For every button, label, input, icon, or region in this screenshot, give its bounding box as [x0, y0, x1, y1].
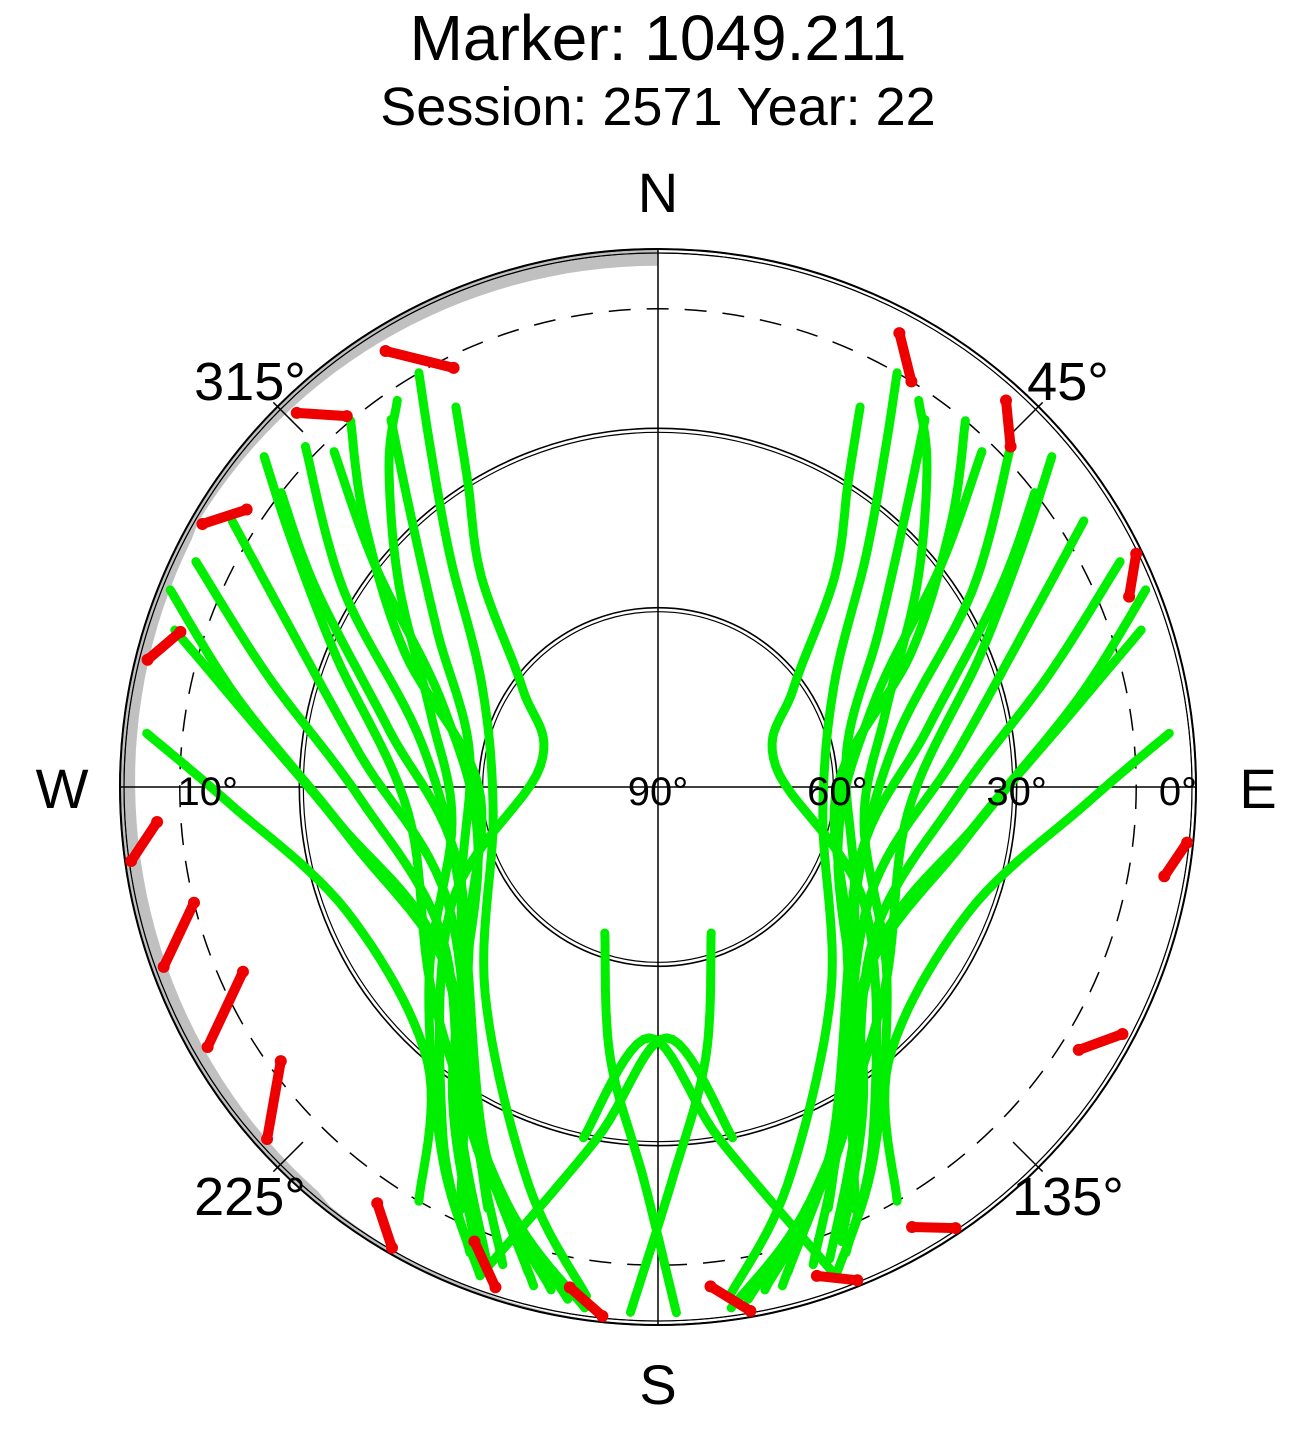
- point-1-15-1: [174, 625, 187, 638]
- track-1-18: [380, 346, 459, 373]
- point-1-2-1: [1123, 590, 1136, 603]
- point-1-8-0: [596, 1310, 609, 1323]
- point-1-9-0: [489, 1281, 502, 1294]
- compass-east: E: [1239, 757, 1276, 820]
- track-0-11: [880, 728, 1174, 1206]
- point-1-14-0: [125, 855, 138, 868]
- elevation-label-10: 10°: [178, 770, 239, 814]
- point-1-14-1: [151, 816, 164, 829]
- point-1-17-1: [340, 410, 353, 423]
- azimuth-label-45: 45°: [1027, 352, 1109, 412]
- track-0-5: [833, 447, 987, 1246]
- track-1-14: [126, 817, 163, 866]
- point-1-5-0: [949, 1222, 962, 1235]
- track-1-11: [262, 1056, 286, 1144]
- satellite-tracks: [125, 327, 1194, 1323]
- track-1-8: [564, 1282, 608, 1322]
- track-1-0: [894, 328, 917, 387]
- point-1-13-1: [187, 896, 200, 909]
- point-1-10-1: [371, 1197, 384, 1210]
- horizon-circle-inner: [123, 252, 1193, 1322]
- point-1-11-0: [261, 1132, 274, 1145]
- track-1-3: [1159, 837, 1193, 882]
- track-0-27: [259, 452, 590, 1313]
- elevation-label-0: 0°: [1159, 770, 1197, 814]
- track-1-7: [705, 1281, 756, 1316]
- point-1-16-0: [196, 517, 209, 530]
- point-1-1-1: [1004, 440, 1017, 453]
- point-1-4-0: [1116, 1027, 1129, 1040]
- point-1-9-1: [468, 1235, 481, 1248]
- series-1: [125, 327, 1194, 1323]
- azimuth-label-135: 135°: [1012, 1167, 1124, 1227]
- compass-south: S: [639, 1353, 676, 1416]
- chart-title: Marker: 1049.211: [409, 2, 907, 74]
- point-1-17-0: [290, 406, 303, 419]
- track-0-12: [823, 585, 1151, 1213]
- track-1-10: [372, 1198, 397, 1253]
- track-0-15: [414, 368, 591, 1301]
- point-1-8-1: [563, 1281, 576, 1294]
- point-1-5-1: [906, 1221, 919, 1234]
- track-1-9: [469, 1236, 501, 1293]
- track-0-26: [165, 585, 493, 1213]
- compass-north: N: [638, 161, 678, 224]
- point-1-18-0: [379, 345, 392, 358]
- track-1-16: [197, 504, 252, 529]
- point-1-12-1: [236, 965, 249, 978]
- point-1-7-1: [704, 1280, 717, 1293]
- track-1-5: [907, 1222, 961, 1234]
- axis-labels: N S W E 45° 135° 225° 315° 90° 60° 30° 0° 10°: [36, 161, 1277, 1416]
- point-1-3-0: [1181, 836, 1194, 849]
- horizon-circle: [119, 248, 1197, 1326]
- track-1-1: [1001, 395, 1016, 452]
- point-1-12-0: [201, 1041, 214, 1054]
- track-1-4: [1073, 1029, 1128, 1055]
- track-0-13: [726, 452, 1057, 1313]
- elevation-label-30: 30°: [986, 770, 1047, 814]
- track-0-19: [329, 447, 483, 1246]
- track-1-12: [202, 966, 248, 1052]
- point-1-13-0: [157, 960, 170, 973]
- point-1-6-1: [810, 1269, 823, 1282]
- track-1-2: [1124, 548, 1142, 602]
- point-1-0-0: [893, 327, 906, 340]
- compass-west: W: [36, 757, 89, 820]
- azimuth-label-225: 225°: [194, 1167, 306, 1227]
- series-0: [142, 368, 1174, 1318]
- point-1-18-1: [447, 361, 460, 374]
- point-1-7-0: [744, 1304, 757, 1317]
- track-0-4: [767, 402, 882, 1258]
- track-0-1: [725, 368, 902, 1301]
- track-0-30: [600, 928, 681, 1318]
- polar-axes: [119, 248, 1197, 1326]
- point-1-15-0: [141, 653, 154, 666]
- point-1-1-0: [999, 394, 1012, 407]
- point-1-0-1: [905, 375, 918, 388]
- elevation-label-90: 90°: [628, 770, 689, 814]
- azimuth-label-315: 315°: [194, 352, 306, 412]
- track-1-13: [158, 897, 199, 972]
- point-1-16-1: [240, 503, 253, 516]
- track-1-15: [142, 626, 186, 665]
- elevation-label-60: 60°: [807, 770, 868, 814]
- track-0-25: [142, 728, 436, 1206]
- point-1-2-0: [1130, 547, 1143, 560]
- point-1-11-1: [274, 1055, 287, 1068]
- track-0-31: [626, 928, 716, 1317]
- track-0-18: [434, 402, 549, 1258]
- chart-subtitle: Session: 2571 Year: 22: [380, 77, 936, 137]
- point-1-4-1: [1072, 1043, 1085, 1056]
- track-1-17: [291, 407, 352, 422]
- track-1-6: [811, 1270, 863, 1286]
- point-1-3-1: [1158, 870, 1171, 883]
- point-1-6-0: [851, 1274, 864, 1287]
- point-1-10-0: [385, 1241, 398, 1254]
